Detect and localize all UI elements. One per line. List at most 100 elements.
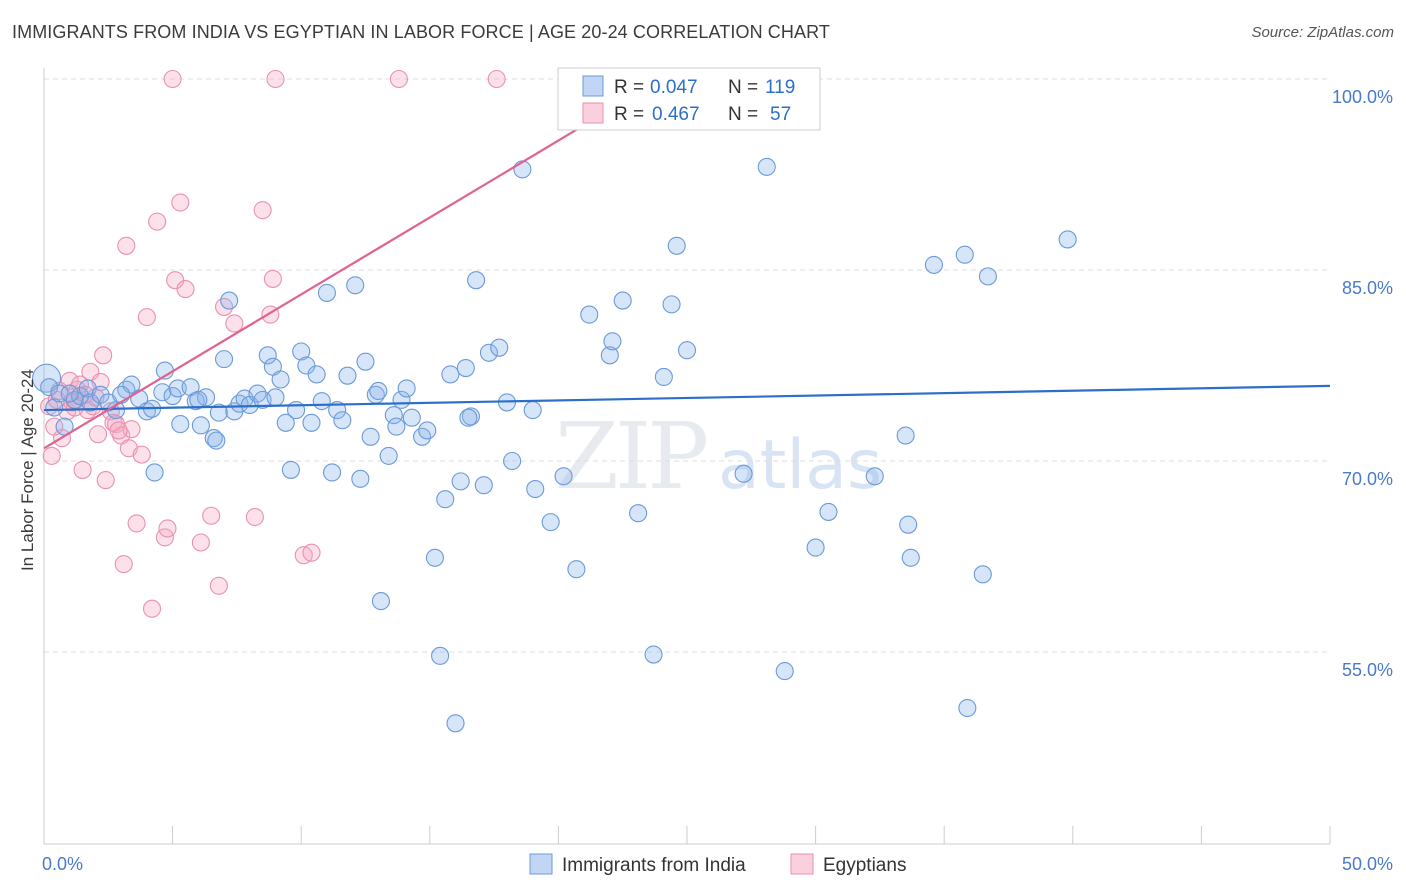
india-point (112, 385, 131, 404)
egypt-point (202, 506, 221, 525)
egypt-point (127, 514, 146, 533)
stats-legend: R = 0.047 N = 119 R = 0.467 N = 57 (557, 67, 821, 131)
india-point (32, 363, 62, 393)
india-point (757, 157, 776, 176)
india-point (338, 366, 357, 385)
india-point (266, 388, 285, 407)
india-trend-line (43, 384, 1331, 412)
egypt-point (109, 421, 128, 440)
trend-lines (43, 78, 1331, 450)
india-point (40, 378, 59, 397)
india-n-label: N = (728, 77, 758, 98)
source-label: Source: ZipAtlas.com (1251, 24, 1394, 41)
y-tick-label: 85.0% (1342, 278, 1393, 298)
egypt-point (176, 280, 195, 299)
india-point (459, 408, 478, 427)
legend-india-label: Immigrants from India (562, 855, 746, 876)
egypt-n-value: 57 (770, 104, 791, 125)
india-point (361, 427, 380, 446)
chart-title: IMMIGRANTS FROM INDIA VS EGYPTIAN IN LAB… (12, 22, 830, 42)
india-point (479, 343, 499, 362)
india-point (600, 346, 619, 365)
egypt-point (88, 425, 108, 444)
egypt-point (42, 446, 61, 465)
gridlines (44, 78, 1330, 653)
egypt-point (96, 471, 115, 490)
india-point (1058, 230, 1077, 249)
india-point (387, 417, 406, 436)
egypt-r-label: R = (614, 104, 644, 125)
egypt-point (132, 445, 151, 464)
india-point (369, 381, 388, 401)
x-tick-label: 0.0% (42, 854, 83, 874)
india-point (281, 460, 300, 479)
india-point (819, 502, 838, 521)
india-point (899, 515, 918, 534)
india-point (209, 403, 228, 422)
egypt-point (263, 269, 282, 288)
india-point (677, 341, 697, 360)
india-point (629, 504, 648, 523)
india-point (302, 413, 321, 432)
india-point (513, 160, 532, 179)
india-point (441, 365, 460, 384)
egypt-point (114, 555, 133, 574)
india-point (425, 548, 444, 567)
india-point (145, 463, 164, 482)
india-swatch (582, 75, 604, 97)
egypt-point (163, 69, 182, 89)
india-point (292, 342, 311, 361)
egypt-trend-line (43, 78, 662, 450)
india-point (153, 383, 172, 402)
india-points (32, 157, 1077, 733)
x-tick-label: 50.0% (1342, 854, 1393, 874)
egypt-point (245, 507, 264, 527)
india-point (91, 385, 110, 404)
y-tick-label: 100.0% (1332, 87, 1393, 107)
india-point (451, 472, 470, 491)
egypt-r-value: 0.467 (652, 104, 700, 125)
india-point (978, 267, 997, 286)
india-point (168, 379, 187, 398)
india-point (333, 411, 352, 430)
legend-egypt-label: Egyptians (823, 855, 906, 876)
india-point (379, 446, 398, 465)
india-point (734, 464, 753, 483)
india-point (580, 305, 599, 324)
egypt-point (73, 460, 92, 479)
egypt-point (191, 533, 210, 552)
india-point (258, 346, 277, 365)
egypt-point (171, 193, 190, 212)
india-point (503, 451, 522, 471)
legend-egypt-swatch (790, 853, 814, 875)
india-point (456, 358, 475, 378)
india-point (775, 662, 794, 681)
india-point (431, 646, 450, 665)
egypt-points (40, 69, 506, 618)
india-point (191, 416, 210, 435)
india-point (397, 379, 416, 398)
india-point (474, 476, 493, 495)
india-point (526, 479, 545, 499)
india-point (901, 548, 920, 567)
india-point (523, 401, 542, 420)
india-point (189, 390, 208, 409)
india-point (662, 295, 681, 314)
egypt-point (148, 212, 167, 231)
india-point (312, 392, 331, 411)
india-point (613, 291, 632, 310)
egypt-point (389, 69, 408, 89)
india-point (207, 431, 226, 450)
india-point (541, 513, 560, 532)
india-point (81, 393, 100, 412)
egypt-point (302, 543, 321, 562)
y-tick-label: 55.0% (1342, 660, 1393, 680)
india-point (70, 387, 90, 406)
india-point (436, 490, 455, 509)
egypt-point (487, 69, 506, 89)
india-point (171, 415, 190, 434)
india-point (323, 463, 342, 482)
india-point (490, 338, 509, 357)
egypt-point (45, 417, 64, 436)
